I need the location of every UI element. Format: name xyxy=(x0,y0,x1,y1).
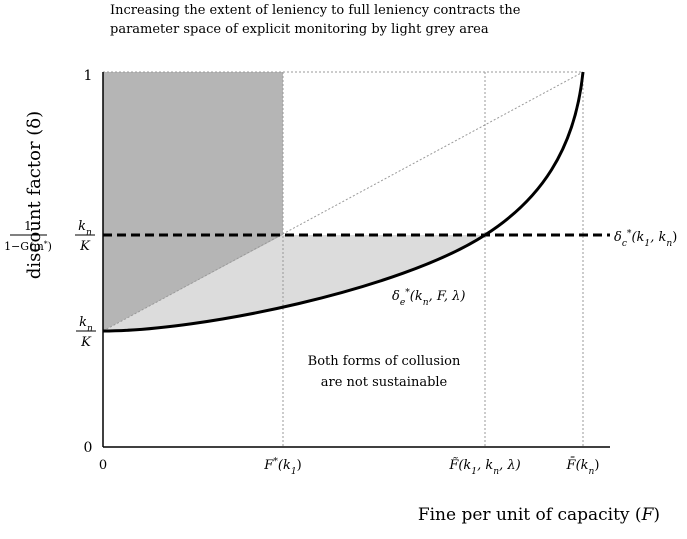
title: parameter space of explicit monitoring b… xyxy=(110,22,489,37)
text-part: n xyxy=(493,467,499,477)
text-part: (k xyxy=(631,230,644,245)
text-part: F̄ xyxy=(566,457,577,473)
fraction-numerator: kn xyxy=(79,315,93,334)
explicit-curve xyxy=(102,71,585,333)
y-tick-label: 0 xyxy=(84,440,93,456)
fraction-denominator: K xyxy=(80,335,92,350)
fraction-numerator: 1 xyxy=(24,219,32,233)
text-part: Fine per unit of capacity ( xyxy=(418,505,642,525)
x-axis-label: Fine per unit of capacity (F) xyxy=(418,505,660,525)
x-tick-label: 0 xyxy=(99,458,107,473)
text-part: K xyxy=(80,335,92,350)
light-region xyxy=(103,235,485,331)
curve-label: δe*(kn, F, λ) xyxy=(392,288,465,308)
dark-region xyxy=(103,72,283,331)
text-part: ) xyxy=(297,458,302,473)
text-part: n xyxy=(86,228,92,238)
text-part: , k xyxy=(650,230,666,245)
fraction-numerator: kn xyxy=(78,219,92,238)
y-axis-label: discount factor (δ) xyxy=(24,111,45,279)
text-part: c xyxy=(622,239,627,249)
text-part: * xyxy=(627,229,632,239)
diagonal-guide xyxy=(102,71,584,332)
text-part: F̃ xyxy=(448,457,459,473)
text-part: 1 xyxy=(644,239,650,249)
curve-label: δc*(k1, kn) xyxy=(614,229,677,249)
text-part: ) xyxy=(594,458,599,473)
text-part: , k xyxy=(477,458,493,473)
text-part: * xyxy=(405,288,410,298)
text-part: (k xyxy=(278,458,291,473)
text-part: k xyxy=(79,315,87,330)
region-note: are not sustainable xyxy=(321,375,448,390)
text-part: n xyxy=(589,467,595,477)
text-part: (k xyxy=(576,458,589,473)
text-part: ) xyxy=(48,240,52,253)
text-part: 0 xyxy=(99,458,107,473)
text-part: n xyxy=(666,239,672,249)
text-part: * xyxy=(273,457,278,467)
text-part: ) xyxy=(653,505,660,525)
fraction-denominator: K xyxy=(79,239,91,254)
text-part: ) xyxy=(672,230,677,245)
text-part: k xyxy=(78,219,86,234)
text-part: e xyxy=(400,298,405,308)
text-part: δ xyxy=(392,289,400,304)
fraction-denominator: 1−G(m*) xyxy=(4,239,52,254)
text-part: 1 xyxy=(291,467,297,477)
x-tick-label: F̄(kn) xyxy=(566,457,600,477)
y-tick-label: 1 xyxy=(84,68,93,84)
text-part: n xyxy=(423,298,429,308)
text-part: F xyxy=(263,458,274,473)
text-part: (k xyxy=(458,458,471,473)
text-part: , λ) xyxy=(499,458,521,473)
x-tick-label: F*(k1) xyxy=(263,457,301,477)
x-tick-label: F̃(k1, kn, λ) xyxy=(448,457,520,477)
text-part: F xyxy=(641,505,655,525)
text-part: , F, λ) xyxy=(429,289,466,304)
text-part: 1−G(m xyxy=(4,240,44,253)
text-part: K xyxy=(79,239,91,254)
region-note: Both forms of collusion xyxy=(308,354,461,369)
text-part: δ xyxy=(614,230,622,245)
text-part: 1 xyxy=(471,467,477,477)
text-part: n xyxy=(87,324,93,334)
text-part: * xyxy=(44,239,48,248)
text-part: (k xyxy=(410,289,423,304)
title: Increasing the extent of leniency to ful… xyxy=(110,3,521,18)
